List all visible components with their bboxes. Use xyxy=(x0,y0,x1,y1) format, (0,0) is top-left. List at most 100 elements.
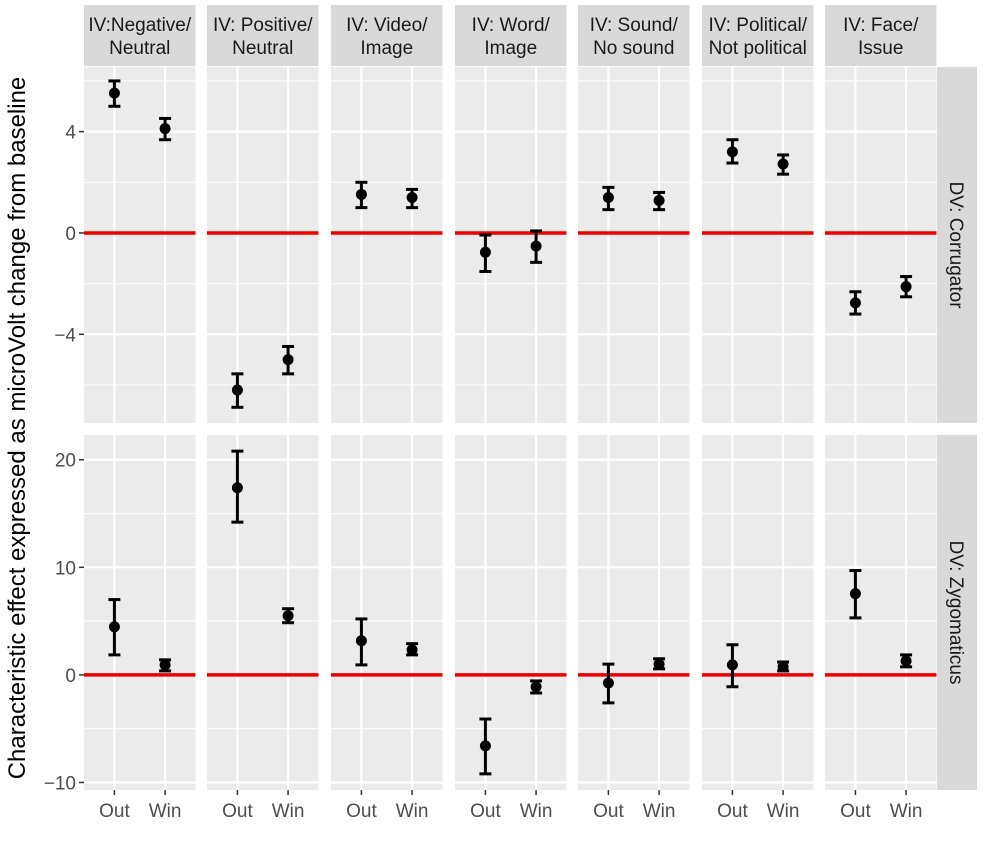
column-strip-label: IV: Video/Image xyxy=(346,15,428,59)
data-point-win xyxy=(653,195,665,207)
panel: Out Win xyxy=(578,435,690,822)
data-point-win xyxy=(282,610,294,622)
panel: Out Win xyxy=(825,435,937,822)
panel-background xyxy=(207,435,319,790)
data-point-out xyxy=(726,146,738,158)
data-point-win xyxy=(406,191,418,203)
y-tick-label: 20 xyxy=(55,451,76,472)
x-tick-label: Win xyxy=(520,801,553,822)
data-point-out xyxy=(231,482,243,494)
data-point-out xyxy=(479,246,491,258)
data-point-out xyxy=(108,87,120,99)
data-point-out xyxy=(108,621,120,633)
strip-label-line: IV: Positive/ xyxy=(213,15,313,36)
panel: Out Win xyxy=(84,435,196,822)
data-point-win xyxy=(530,681,542,693)
x-tick-label: Out xyxy=(346,801,377,822)
panel: Out Win xyxy=(207,435,319,822)
x-tick-label: Out xyxy=(99,801,130,822)
column-strip xyxy=(702,5,814,66)
panel-background xyxy=(84,435,196,790)
y-tick-label: 10 xyxy=(55,558,76,579)
data-point-win xyxy=(530,240,542,252)
x-tick-label: Win xyxy=(396,801,429,822)
panel-background xyxy=(702,67,814,423)
panel: Out Win xyxy=(455,435,567,822)
panel-background xyxy=(207,67,319,423)
data-point-win xyxy=(777,661,789,673)
x-tick-label: Win xyxy=(272,801,305,822)
data-point-win xyxy=(653,658,665,670)
row-strip-label: DV: Corrugator xyxy=(945,181,966,309)
row-strip xyxy=(937,67,977,423)
row-strip-label: DV: Zygomaticus xyxy=(945,541,966,685)
panel-background xyxy=(84,67,196,423)
panel xyxy=(455,67,567,423)
panel: Out Win xyxy=(702,435,814,822)
panel-background xyxy=(331,67,443,423)
x-tick-label: Out xyxy=(593,801,624,822)
panel xyxy=(84,67,196,423)
x-tick-label: Win xyxy=(643,801,676,822)
y-tick-label: −10 xyxy=(44,773,76,794)
data-point-out xyxy=(355,188,367,200)
panel-background xyxy=(331,435,443,790)
panel xyxy=(331,67,443,423)
x-tick-label: Out xyxy=(222,801,253,822)
strip-label-line: Image xyxy=(360,38,413,59)
panel-background xyxy=(455,435,567,790)
x-tick-label: Win xyxy=(890,801,923,822)
strip-label-line: Neutral xyxy=(232,38,293,59)
strip-label-line: Image xyxy=(484,38,537,59)
x-tick-label: Out xyxy=(840,801,871,822)
column-strip xyxy=(455,5,567,66)
y-tick-label: 0 xyxy=(65,666,76,687)
panel-background xyxy=(825,435,937,790)
column-strip xyxy=(331,5,443,66)
column-strip-label: IV: Word/Image xyxy=(472,15,551,59)
data-point-win xyxy=(406,644,418,656)
data-point-out xyxy=(602,677,614,689)
x-tick-label: Out xyxy=(470,801,501,822)
x-tick-label: Win xyxy=(767,801,800,822)
column-strip xyxy=(825,5,937,66)
column-strip-label: IV: Face/Issue xyxy=(843,15,919,59)
data-point-win xyxy=(159,659,171,671)
panel-background xyxy=(455,67,567,423)
strip-label-line: IV: Word/ xyxy=(472,15,551,36)
panel xyxy=(702,67,814,423)
strip-label-line: IV:Negative/ xyxy=(88,15,192,36)
strip-label-line: IV: Video/ xyxy=(346,15,428,36)
row-strip xyxy=(937,435,977,790)
data-point-win xyxy=(282,354,294,366)
x-tick-label: Out xyxy=(717,801,748,822)
strip-label-line: No sound xyxy=(593,38,674,59)
data-point-win xyxy=(777,158,789,170)
strip-label-line: IV: Political/ xyxy=(708,15,807,36)
y-tick-label: −4 xyxy=(54,325,76,346)
data-point-out xyxy=(355,635,367,647)
data-point-out xyxy=(231,384,243,396)
strip-label-line: Issue xyxy=(858,38,903,59)
column-strip-label: IV: Political/Not political xyxy=(708,15,807,59)
strip-label-line: Neutral xyxy=(109,38,170,59)
column-strip xyxy=(207,5,319,66)
data-point-out xyxy=(602,191,614,203)
panel-background xyxy=(578,435,690,790)
x-tick-label: Win xyxy=(149,801,182,822)
y-tick-label: 4 xyxy=(65,123,76,144)
panel xyxy=(578,67,690,423)
panel-background xyxy=(578,67,690,423)
data-point-win xyxy=(900,655,912,667)
data-point-win xyxy=(900,281,912,293)
column-strip-label: IV: Sound/No sound xyxy=(590,15,679,59)
panel: Out Win xyxy=(331,435,443,822)
panel xyxy=(207,67,319,423)
y-axis-title: Characteristic effect expressed as micro… xyxy=(4,77,31,780)
y-tick-label: 0 xyxy=(65,224,76,245)
data-point-out xyxy=(849,588,861,600)
data-point-out xyxy=(849,297,861,309)
panel-background xyxy=(702,435,814,790)
column-strip-label: IV:Negative/Neutral xyxy=(88,15,192,59)
data-point-out xyxy=(479,740,491,752)
